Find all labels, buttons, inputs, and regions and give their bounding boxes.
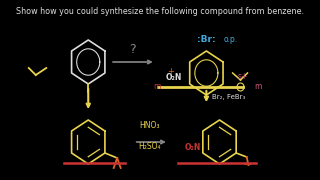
Text: m: m	[254, 82, 262, 91]
Text: o.p.: o.p.	[224, 35, 238, 44]
Text: ?: ?	[129, 43, 135, 56]
Text: O₂N: O₂N	[166, 73, 182, 82]
Text: +: +	[167, 66, 174, 75]
Text: :Br:: :Br:	[197, 35, 216, 44]
Text: Show how you could synthesize the following compound from benzene.: Show how you could synthesize the follow…	[16, 7, 304, 16]
Text: Br₂, FeBr₃: Br₂, FeBr₃	[212, 94, 246, 100]
Text: H₂SO₄: H₂SO₄	[138, 142, 161, 151]
Text: s+: s+	[238, 71, 248, 80]
Text: HNO₃: HNO₃	[139, 121, 160, 130]
Text: O₂N: O₂N	[185, 143, 201, 152]
Text: m: m	[153, 82, 160, 91]
